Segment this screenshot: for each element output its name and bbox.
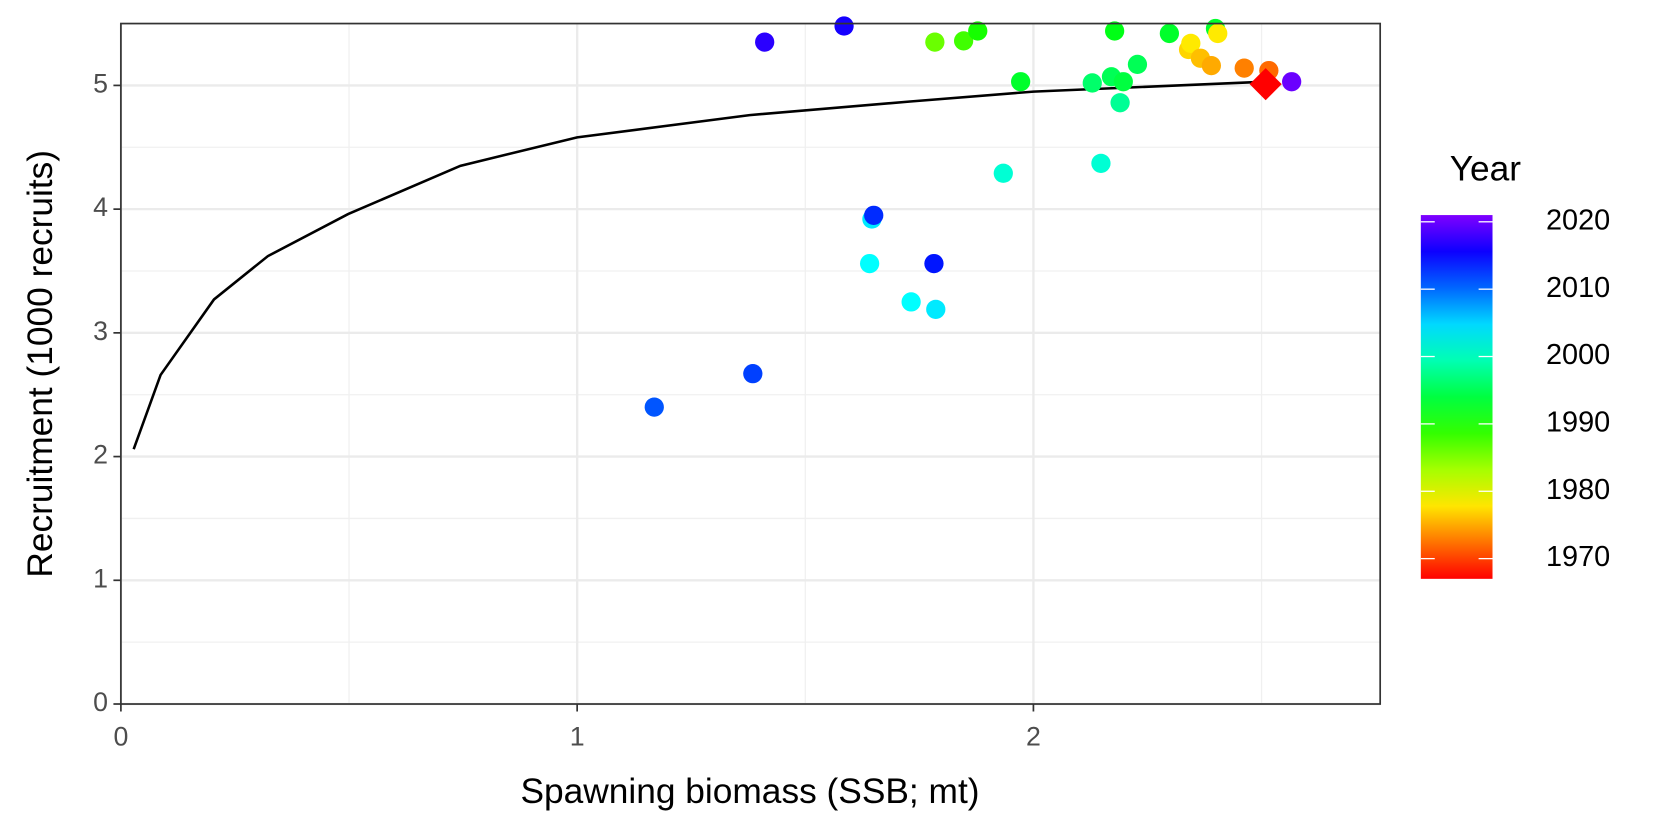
point [926, 299, 946, 319]
point [1011, 72, 1031, 92]
point [834, 16, 854, 36]
point [1082, 73, 1102, 93]
point [1113, 72, 1133, 92]
point [1105, 21, 1125, 41]
point [864, 205, 884, 225]
legend-label: 1970 [1546, 541, 1610, 573]
reference-marker [1249, 68, 1282, 101]
legend-label: 2020 [1546, 204, 1610, 236]
point [1181, 33, 1201, 53]
fit-curve [132, 80, 1266, 450]
point [1159, 23, 1180, 44]
point [1091, 153, 1111, 173]
point [924, 253, 944, 274]
point [993, 163, 1013, 183]
point [1201, 55, 1221, 76]
point [644, 397, 664, 417]
point [1282, 72, 1302, 92]
x-axis-label: Spawning biomass (SSB; mt) [520, 772, 979, 811]
panel-border [120, 22, 1382, 705]
x-tick-label: 1 [570, 721, 585, 751]
point [925, 32, 945, 52]
color-bar [1420, 215, 1493, 579]
y-tick-label: 1 [93, 563, 108, 593]
point [1127, 54, 1148, 75]
y-tick-label: 3 [93, 316, 108, 346]
point [901, 292, 921, 312]
x-tick-label: 2 [1026, 721, 1041, 751]
y-tick-label: 0 [93, 687, 108, 717]
panel [120, 23, 1381, 705]
point [755, 32, 775, 52]
legend-label: 1980 [1546, 474, 1610, 506]
x-tick-label: 0 [113, 721, 128, 751]
legend-label: 2000 [1546, 339, 1610, 371]
y-tick-label: 2 [93, 440, 108, 470]
y-tick-label: 5 [93, 68, 108, 98]
y-axis-label: Recruitment (1000 recruits) [21, 150, 60, 578]
legend-label: 1990 [1546, 407, 1610, 439]
point [968, 21, 988, 41]
point [1234, 58, 1254, 78]
legend-label: 2010 [1546, 272, 1610, 304]
point [859, 253, 880, 274]
point [743, 364, 763, 384]
y-tick-label: 4 [93, 192, 108, 222]
point [953, 31, 974, 51]
legend-title: Year [1450, 150, 1522, 189]
point [1208, 23, 1228, 44]
point [1110, 93, 1130, 113]
